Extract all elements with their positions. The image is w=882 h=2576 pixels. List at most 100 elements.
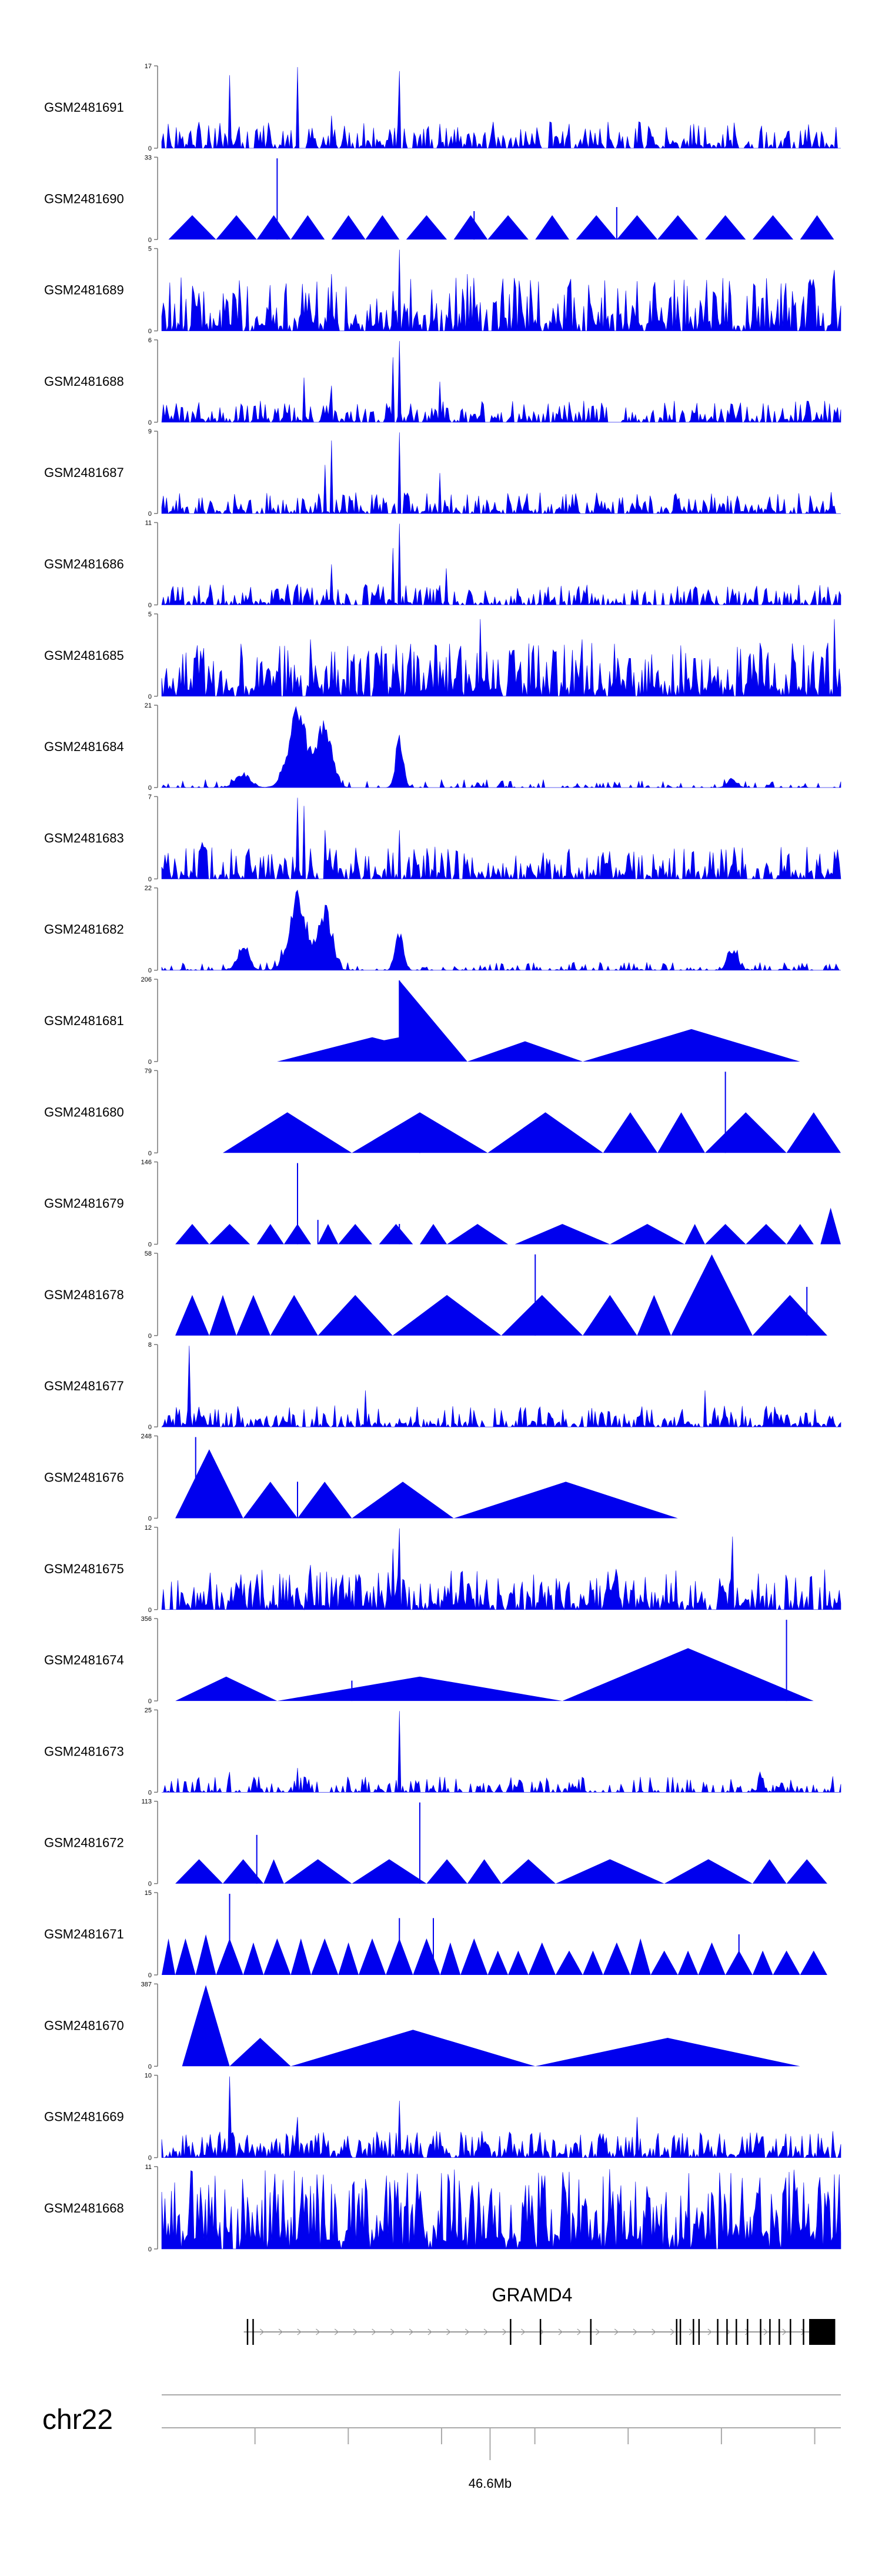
coverage-segment bbox=[162, 1938, 176, 1975]
gene-exon-last bbox=[809, 2319, 836, 2345]
track-GSM2481685: GSM2481685 5 0 bbox=[44, 611, 841, 700]
coverage-segment bbox=[256, 215, 291, 240]
strand-arrow-icon bbox=[427, 2328, 432, 2335]
coverage-segment bbox=[786, 1112, 841, 1153]
track-label: GSM2481688 bbox=[44, 374, 124, 389]
y-axis-min-label: 0 bbox=[148, 1881, 152, 1888]
strand-arrow-icon bbox=[372, 2328, 376, 2335]
coverage-segment bbox=[786, 1859, 827, 1884]
coverage-segment bbox=[216, 215, 257, 240]
coverage-segment bbox=[222, 1112, 352, 1153]
strand-arrow-icon bbox=[652, 2328, 656, 2335]
coverage-segment bbox=[705, 215, 746, 240]
y-axis-max-label: 7 bbox=[148, 793, 152, 800]
y-axis-min-label: 0 bbox=[148, 1607, 152, 1614]
track-GSM2481672: GSM2481672 113 0 bbox=[44, 1798, 827, 1888]
coverage-area bbox=[161, 249, 841, 332]
y-axis-max-label: 206 bbox=[141, 976, 152, 983]
coverage-segment bbox=[243, 1942, 264, 1975]
coverage-segment bbox=[616, 215, 658, 240]
track-GSM2481687: GSM2481687 9 0 bbox=[44, 428, 841, 518]
coverage-segment bbox=[514, 1224, 610, 1244]
y-axis-min-label: 0 bbox=[148, 510, 152, 518]
track-GSM2481682: GSM2481682 22 0 bbox=[44, 885, 841, 975]
coverage-segment bbox=[277, 1676, 563, 1701]
coverage-segment bbox=[603, 1112, 658, 1153]
coverage-segment bbox=[800, 215, 834, 240]
coverage-segment bbox=[684, 1224, 705, 1244]
track-label: GSM2481679 bbox=[44, 1196, 124, 1211]
y-axis-max-label: 17 bbox=[145, 63, 152, 70]
strand-arrow-icon bbox=[446, 2328, 451, 2335]
y-axis-max-label: 10 bbox=[145, 2073, 152, 2080]
strand-arrow-icon bbox=[278, 2328, 283, 2335]
coverage-segment bbox=[392, 1294, 502, 1336]
coverage-segment bbox=[460, 1938, 488, 1975]
coverage-segment bbox=[419, 1224, 447, 1244]
coverage-segment bbox=[773, 1950, 800, 1975]
y-axis-min-label: 0 bbox=[148, 1789, 152, 1796]
coverage-segment bbox=[705, 1112, 787, 1153]
coverage-segment bbox=[562, 1648, 814, 1701]
track-label: GSM2481669 bbox=[44, 2110, 124, 2124]
coverage-segment bbox=[705, 1224, 746, 1244]
coverage-area bbox=[161, 706, 841, 789]
y-axis-max-label: 11 bbox=[145, 2164, 152, 2171]
coverage-segment bbox=[222, 1859, 264, 1884]
track-GSM2481681: GSM2481681 206 0 bbox=[44, 976, 800, 1066]
track-GSM2481678: GSM2481678 58 0 bbox=[44, 1250, 827, 1340]
coverage-segment bbox=[555, 1950, 583, 1975]
y-axis-min-label: 0 bbox=[148, 693, 152, 700]
strand-arrow-icon bbox=[707, 2328, 712, 2335]
coverage-segment bbox=[229, 2038, 291, 2067]
coverage-area bbox=[161, 619, 841, 697]
y-axis-max-label: 22 bbox=[145, 885, 152, 892]
track-label: GSM2481691 bbox=[44, 100, 124, 115]
track-label: GSM2481673 bbox=[44, 1744, 124, 1759]
coverage-segment bbox=[290, 1938, 312, 1975]
y-axis-min-label: 0 bbox=[148, 967, 152, 975]
strand-arrow-icon bbox=[633, 2328, 637, 2335]
y-axis-max-label: 15 bbox=[145, 1890, 152, 1897]
strand-arrow-icon bbox=[353, 2328, 358, 2335]
track-label: GSM2481680 bbox=[44, 1105, 124, 1119]
y-axis-max-label: 58 bbox=[145, 1250, 152, 1257]
coverage-segment bbox=[657, 215, 699, 240]
coverage-segment bbox=[528, 1942, 556, 1975]
y-axis-min-label: 0 bbox=[148, 328, 152, 335]
coverage-segment bbox=[508, 1950, 529, 1975]
y-axis-min-label: 0 bbox=[148, 2246, 152, 2253]
strand-arrow-icon bbox=[614, 2328, 619, 2335]
coverage-segment bbox=[318, 1224, 339, 1244]
coverage-segment bbox=[175, 1938, 196, 1975]
coverage-area bbox=[161, 1346, 841, 1428]
coverage-segment bbox=[182, 1985, 230, 2067]
genome-scale: chr22 46.6Mb bbox=[42, 2394, 841, 2491]
coverage-segment bbox=[583, 1294, 637, 1336]
y-axis-max-label: 387 bbox=[141, 1981, 152, 1988]
coverage-segment bbox=[786, 1224, 814, 1244]
coverage-segment bbox=[677, 1950, 699, 1975]
y-axis-max-label: 8 bbox=[148, 1342, 152, 1349]
track-label: GSM2481677 bbox=[44, 1379, 124, 1393]
coverage-area bbox=[161, 2169, 841, 2250]
coverage-segment bbox=[583, 1029, 800, 1062]
coverage-segment bbox=[277, 980, 467, 1062]
coverage-segment bbox=[698, 1942, 726, 1975]
coverage-segment bbox=[487, 1112, 603, 1153]
strand-arrow-icon bbox=[801, 2328, 806, 2335]
coverage-segment bbox=[440, 1942, 461, 1975]
coverage-segment bbox=[555, 1859, 664, 1884]
y-axis-min-label: 0 bbox=[148, 602, 152, 609]
track-label: GSM2481684 bbox=[44, 739, 124, 754]
strand-arrow-icon bbox=[558, 2328, 563, 2335]
y-axis-min-label: 0 bbox=[148, 1424, 152, 1431]
coverage-segment bbox=[270, 1294, 318, 1336]
coverage-area bbox=[161, 798, 841, 880]
coverage-segment bbox=[365, 215, 400, 240]
coverage-segment bbox=[583, 1950, 603, 1975]
y-axis-min-label: 0 bbox=[148, 2063, 152, 2070]
track-GSM2481691: GSM2481691 17 0 bbox=[44, 63, 841, 152]
scale-tick-label: 46.6Mb bbox=[469, 2476, 512, 2491]
coverage-segment bbox=[637, 1294, 671, 1336]
